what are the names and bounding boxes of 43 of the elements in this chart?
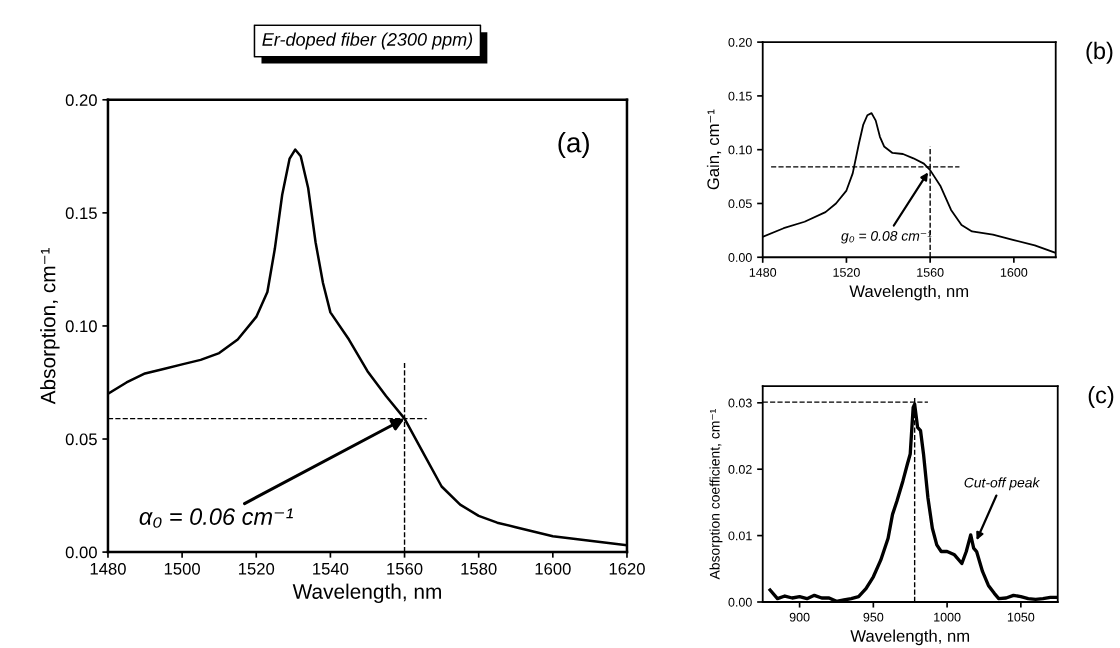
y-axis-title: Absorption, cm⁻¹ bbox=[40, 247, 60, 405]
x-tick-label: 1480 bbox=[90, 562, 126, 575]
x-tick-label: 1050 bbox=[1007, 612, 1035, 622]
y-tick-label: 0.00 bbox=[728, 597, 752, 607]
y-axis-title: Absorption coefficient, cm⁻¹ bbox=[709, 409, 723, 580]
y-tick-label: 0.05 bbox=[728, 199, 752, 209]
x-tick-label: 1520 bbox=[833, 268, 860, 277]
x-tick-label: 1580 bbox=[461, 562, 497, 575]
x-tick-label: 900 bbox=[789, 612, 810, 622]
chart-title: Er-doped fiber (2300 ppm) bbox=[262, 32, 473, 50]
x-tick-label: 1520 bbox=[238, 562, 275, 575]
annotation: (a) bbox=[558, 132, 589, 158]
text: (c) bbox=[1088, 385, 1114, 408]
annotation: g₀ = 0.08 cm⁻¹ bbox=[841, 230, 932, 244]
y-tick-label: 0.20 bbox=[65, 94, 97, 106]
x-axis-title: Wavelength, nm bbox=[292, 583, 441, 604]
x-axis-title: Wavelength, nm bbox=[850, 629, 970, 646]
x-tick-label: 1600 bbox=[1000, 268, 1028, 277]
x-tick-label: 1560 bbox=[917, 268, 944, 277]
x-tick-label: 1000 bbox=[934, 612, 961, 622]
x-tick-label: 1500 bbox=[164, 562, 200, 575]
x-axis-title: Wavelength, nm bbox=[849, 284, 969, 301]
annotation: α₀ = 0.06 cm⁻¹ bbox=[139, 508, 293, 528]
x-tick-label: 1560 bbox=[387, 562, 423, 575]
annotation: Cut-off peak bbox=[964, 477, 1041, 491]
y-tick-label: 0.01 bbox=[728, 531, 752, 541]
y-tick-label: 0.03 bbox=[728, 398, 752, 408]
text: (b) bbox=[1086, 41, 1113, 64]
x-tick-label: 1600 bbox=[535, 562, 571, 575]
y-tick-label: 0.10 bbox=[728, 145, 752, 155]
y-tick-label: 0.15 bbox=[728, 91, 752, 101]
x-tick-label: 1620 bbox=[609, 562, 645, 575]
y-tick-label: 0.15 bbox=[65, 207, 97, 220]
y-tick-label: 0.20 bbox=[728, 37, 752, 47]
x-tick-label: 950 bbox=[863, 612, 884, 622]
y-tick-label: 0.05 bbox=[65, 433, 97, 446]
y-axis-title: Gain, cm⁻¹ bbox=[706, 109, 722, 190]
y-tick-label: 0.00 bbox=[65, 546, 97, 559]
x-tick-label: 1480 bbox=[749, 268, 777, 277]
x-tick-label: 1540 bbox=[313, 562, 349, 575]
y-tick-label: 0.10 bbox=[65, 320, 97, 333]
y-tick-label: 0.00 bbox=[728, 253, 752, 262]
y-tick-label: 0.02 bbox=[728, 465, 752, 474]
